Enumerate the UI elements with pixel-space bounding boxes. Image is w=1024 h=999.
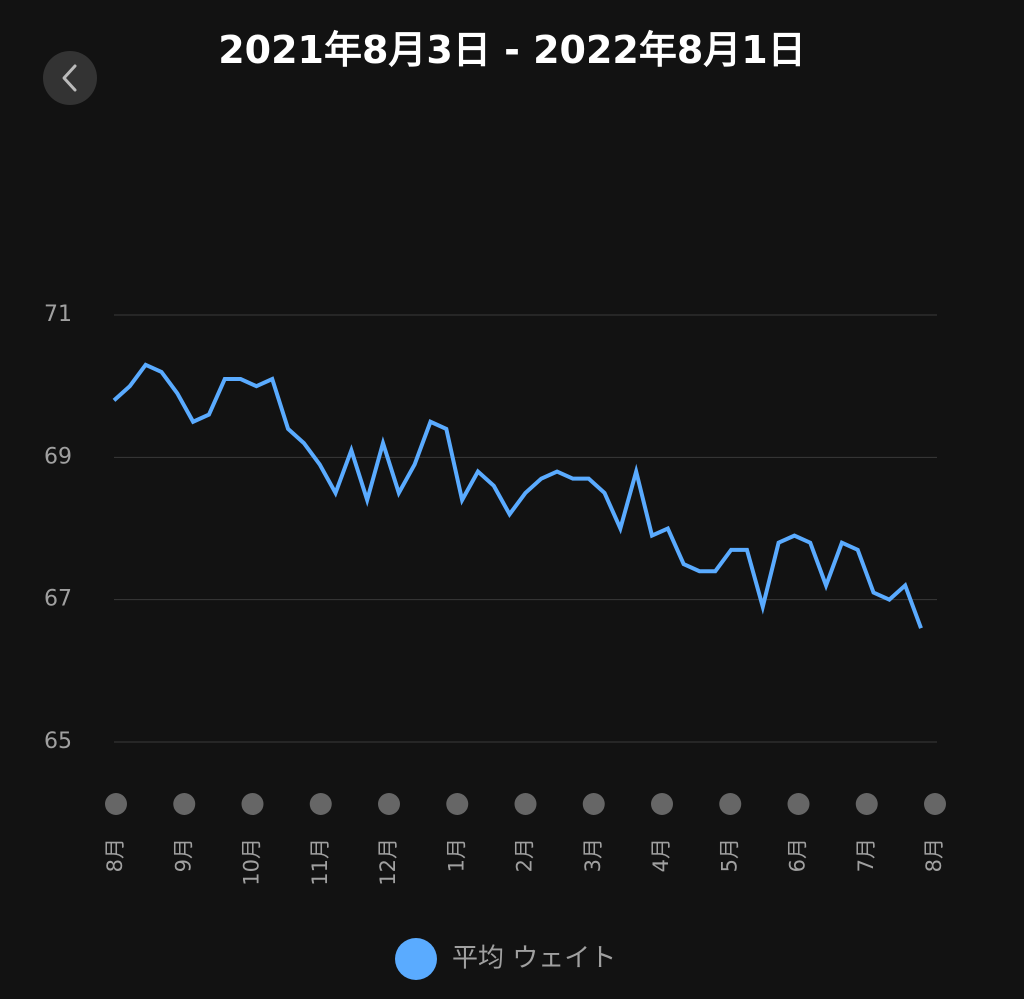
month-dot [446,793,469,815]
y-tick-label: 69 [44,444,72,469]
x-tick-label: 11月 [308,838,332,886]
y-tick-label: 67 [44,587,72,612]
month-dot [582,793,605,815]
x-tick-label: 10月 [240,838,264,886]
back-button[interactable] [43,51,97,105]
chart-title: 2021年8月3日 - 2022年8月1日 [218,28,806,72]
month-dot [309,793,332,815]
month-dot [241,793,264,815]
x-tick-label: 7月 [854,838,878,872]
x-tick-label: 5月 [717,838,741,872]
month-dot [514,793,537,815]
legend-swatch [395,938,437,980]
y-tick-label: 65 [44,729,72,754]
month-dot [924,793,946,815]
month-dot [173,793,196,815]
x-tick-label: 2月 [513,838,537,872]
back-icon[interactable] [62,64,77,92]
month-dot [855,793,878,815]
month-dot [378,793,400,815]
x-tick-label: 4月 [649,838,673,872]
x-tick-label: 12月 [376,838,400,886]
x-tick-label: 8月 [922,838,946,872]
x-tick-label: 8月 [103,838,127,872]
line [112,362,923,629]
month-dot [651,793,673,815]
x-tick-label: 3月 [581,838,605,872]
legend-label: 平均 ウェイト [452,944,616,974]
month-dot [105,793,127,815]
y-tick-label: 71 [44,302,72,327]
month-dot [719,793,742,815]
x-tick-label: 9月 [171,838,195,872]
x-tick-label: 1月 [444,838,468,872]
month-dot [787,793,810,815]
x-tick-label: 6月 [786,838,810,872]
